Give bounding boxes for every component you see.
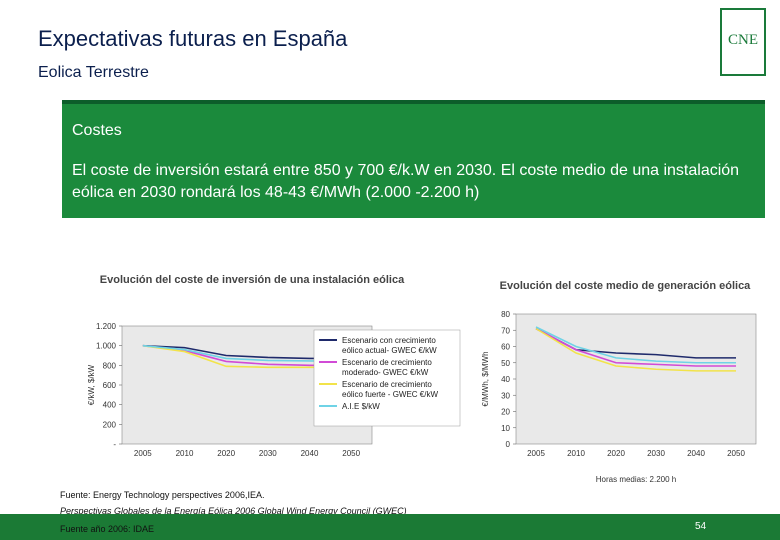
source-note-2: Perspectivas Globales de la Energía Eóli… (60, 506, 407, 516)
chart1-legend-label-1: Escenario de crecimiento moderado- GWEC €… (342, 358, 432, 377)
chart2-x-tick-label: 2030 (647, 449, 665, 458)
chart2-series-3-line (535, 326, 736, 364)
chart2-y-tick-label: 0 (506, 440, 511, 449)
page-title: Expectativas futuras en España (38, 26, 348, 51)
chart2-series-1-line (535, 327, 736, 367)
chart1-y-tick-label: 600 (103, 381, 117, 390)
chart2-y-tick-label: 80 (501, 310, 510, 319)
costs-panel: Costes El coste de inversión estará entr… (62, 100, 765, 218)
chart1-y-tick-label: 1.200 (96, 322, 117, 331)
chart2-series-2-line (535, 327, 736, 372)
chart2-y-tick-label: 60 (501, 343, 510, 352)
chart2-x-tick-label: 2020 (607, 449, 625, 458)
chart2-y-tick-label: 50 (501, 359, 510, 368)
chart2-y-tick-label: 30 (501, 391, 510, 400)
chart1-x-tick-label: 2030 (259, 449, 277, 458)
panel-heading: Costes (72, 122, 122, 139)
cne-logo: CNE (720, 8, 766, 76)
chart2-x-tick-label: 2040 (687, 449, 705, 458)
chart1-x-tick-label: 2050 (342, 449, 360, 458)
page-number: 54 (695, 521, 707, 532)
source-note-3: Fuente año 2006: IDAE (60, 524, 155, 534)
chart2-plot-area (515, 313, 757, 445)
source-note-1: Fuente: Energy Technology perspectives 2… (60, 490, 265, 500)
chart1-x-tick-label: 2010 (176, 449, 194, 458)
chart1-y-tick-label: 400 (103, 401, 117, 410)
chart1-x-tick-label: 2040 (301, 449, 319, 458)
chart2-x-tick-label: 2005 (527, 449, 545, 458)
chart2-y-axis-label: €/MWh, $/MWh (481, 351, 490, 406)
chart2-x-axis-label: Horas medias: 2.200 h (596, 475, 677, 484)
chart1-y-axis-label: €/kW, $/kW (87, 364, 96, 405)
chart2-y-tick-label: 10 (501, 424, 510, 433)
page-subtitle: Eolica Terrestre (38, 64, 149, 81)
panel-text: El coste de inversión estará entre 850 y… (72, 162, 740, 201)
chart2-y-tick-label: 40 (501, 375, 510, 384)
chart1-legend (313, 329, 461, 427)
generation-cost-chart: Evolución del coste medio de generación … (470, 274, 770, 484)
chart1-y-tick-label: 200 (103, 420, 117, 429)
chart1-legend-label-2: Escenario de crecimiento eólico fuerte - … (342, 380, 438, 399)
investment-cost-chart: Evolución del coste de inversión de una … (62, 268, 462, 468)
chart2-y-tick-label: 70 (501, 326, 510, 335)
chart2-title: Evolución del coste medio de generación … (499, 280, 751, 292)
chart1-title: Evolución del coste de inversión de una … (99, 274, 405, 286)
chart1-y-tick-label: - (113, 440, 116, 449)
chart1-x-tick-label: 2005 (134, 449, 152, 458)
chart1-y-tick-label: 800 (103, 361, 117, 370)
chart1-y-tick-label: 1.000 (96, 342, 117, 351)
chart1-legend-label-0: Escenario con crecimiento eólico actual- … (342, 336, 437, 355)
chart1-legend-label-3: A.I.E $/kW (342, 402, 380, 411)
logo-text: CNE (728, 32, 758, 48)
chart2-x-tick-label: 2050 (727, 449, 745, 458)
chart2-y-tick-label: 20 (501, 408, 510, 417)
chart1-x-tick-label: 2020 (217, 449, 235, 458)
chart1-svg: 1.200 1.000 800 600 400 200 - 2005 2010 2020 2030 2… (87, 322, 461, 458)
footer-bar (0, 514, 780, 540)
chart2-x-tick-label: 2010 (567, 449, 585, 458)
